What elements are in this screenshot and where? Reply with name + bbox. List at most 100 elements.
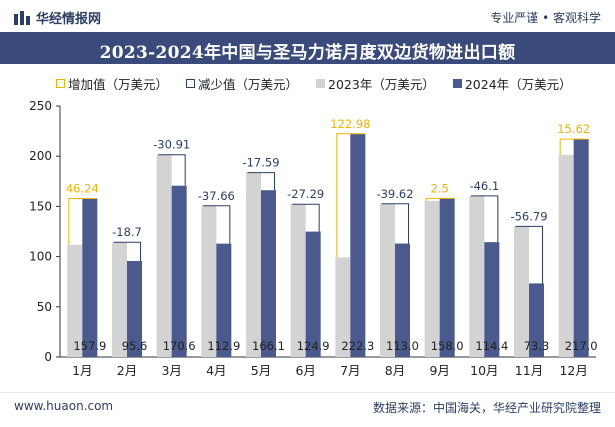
x-tick-label: 9月 xyxy=(429,363,449,378)
decrease-bracket xyxy=(515,225,543,284)
bar-2024 xyxy=(171,185,187,357)
bar-2023 xyxy=(558,154,574,357)
bar-2024 xyxy=(261,190,276,357)
y-tick-label: 50 xyxy=(37,300,52,314)
value-label-2024: 217.0 xyxy=(565,339,598,353)
change-label: -56.79 xyxy=(510,209,547,223)
chart-title: 2023-2024年中国与圣马力诺月度双边货物进出口额 xyxy=(99,43,516,63)
bar-2023 xyxy=(290,204,306,357)
y-tick-label: 250 xyxy=(29,99,52,113)
value-label-2024: 157.9 xyxy=(73,339,106,353)
footer-divider xyxy=(0,392,615,393)
legend-increase-label: 增加值（万美元） xyxy=(68,77,169,92)
legend-2024: 2024年（万美元） xyxy=(452,74,572,93)
bar-2024 xyxy=(350,133,366,357)
x-tick-label: 7月 xyxy=(340,363,360,378)
decrease-bracket xyxy=(247,172,275,191)
change-label: 122.98 xyxy=(330,117,370,131)
value-label-2024: 95.6 xyxy=(122,339,148,353)
decrease-bracket xyxy=(381,203,409,244)
change-label: -18.7 xyxy=(112,225,142,239)
bar-2024 xyxy=(127,261,142,357)
x-tick-label: 4月 xyxy=(206,363,226,378)
bar-2023 xyxy=(246,172,261,357)
y-tick-label: 200 xyxy=(29,149,52,163)
bar-2023 xyxy=(201,205,217,357)
value-label-2024: 73.3 xyxy=(524,339,550,353)
decrease-bracket xyxy=(292,203,320,232)
value-label-2024: 158.0 xyxy=(431,339,464,353)
y-tick-label: 100 xyxy=(29,250,52,264)
legend-increase: 增加值（万美元） xyxy=(56,74,168,93)
change-label: 2.5 xyxy=(431,181,449,195)
x-tick-label: 10月 xyxy=(470,363,498,378)
bar-2024 xyxy=(305,231,321,357)
decrease-bracket xyxy=(158,154,186,186)
legend-decrease: 减少值（万美元） xyxy=(186,74,298,93)
legend-decrease-swatch xyxy=(186,79,196,88)
x-tick-label: 11月 xyxy=(515,363,543,378)
footer-source: 数据来源：中国海关，华经产业研究院整理 xyxy=(372,401,601,415)
bar-2024 xyxy=(216,243,232,357)
tagline: 专业严谨 • 客观科学 xyxy=(490,11,601,25)
top-bar: 华经情报网 专业严谨 • 客观科学 xyxy=(0,0,615,32)
x-tick-label: 6月 xyxy=(295,363,315,378)
change-label: -46.1 xyxy=(469,179,499,193)
legend: 增加值（万美元） 减少值（万美元） 2023年（万美元） 2024年（万美元） xyxy=(56,74,572,93)
legend-2024-swatch xyxy=(452,79,462,88)
increase-bracket xyxy=(336,133,364,258)
brand: 华经情报网 xyxy=(14,8,101,27)
brand-logo-icon xyxy=(14,10,30,25)
decrease-bracket xyxy=(202,205,231,244)
y-tick-label: 150 xyxy=(29,199,52,213)
title-band xyxy=(0,32,615,64)
bar-2023 xyxy=(335,257,351,357)
value-label-2024: 112.9 xyxy=(207,339,240,353)
change-label: -30.91 xyxy=(153,138,190,152)
legend-2023-swatch xyxy=(316,79,326,88)
change-label: -27.29 xyxy=(287,187,324,201)
x-tick-label: 12月 xyxy=(559,363,587,378)
bar-2024 xyxy=(573,139,589,357)
increase-bracket xyxy=(559,138,588,155)
bar-2023 xyxy=(156,154,172,357)
footer-url: www.huaon.com xyxy=(14,399,114,413)
bar-2023 xyxy=(514,226,529,357)
bar-2024 xyxy=(439,198,455,357)
decrease-bracket xyxy=(470,195,499,243)
value-label-2024: 170.6 xyxy=(163,339,196,353)
x-tick-label: 2月 xyxy=(117,363,137,378)
bar-2024 xyxy=(484,242,500,357)
increase-bracket xyxy=(68,197,96,245)
bar-2023 xyxy=(380,203,395,357)
legend-2024-label: 2024年（万美元） xyxy=(464,77,572,92)
y-tick-label: 0 xyxy=(44,350,52,364)
x-tick-label: 1月 xyxy=(72,363,92,378)
bar-2024 xyxy=(82,198,98,357)
legend-decrease-label: 减少值（万美元） xyxy=(198,77,299,92)
bar-2023 xyxy=(112,242,127,357)
legend-2023: 2023年（万美元） xyxy=(316,74,435,93)
x-tick-label: 5月 xyxy=(251,363,271,378)
bar-2023 xyxy=(424,200,440,357)
bar-2024 xyxy=(529,283,544,357)
value-label-2024: 222.3 xyxy=(341,339,374,353)
brand-name: 华经情报网 xyxy=(36,12,102,27)
change-label: -37.66 xyxy=(198,189,235,203)
legend-increase-swatch xyxy=(56,79,65,88)
change-label: -39.62 xyxy=(376,187,413,201)
change-label: -17.59 xyxy=(242,156,279,170)
legend-2023-label: 2023年（万美元） xyxy=(328,77,435,92)
decrease-bracket xyxy=(113,241,141,262)
bar-2024 xyxy=(395,243,410,357)
bar-2023 xyxy=(67,244,83,357)
bar-2023 xyxy=(469,195,485,357)
value-label-2024: 166.1 xyxy=(252,339,285,353)
value-label-2024: 124.9 xyxy=(297,339,330,353)
value-label-2024: 113.0 xyxy=(386,339,419,353)
increase-bracket xyxy=(425,197,454,201)
change-label: 15.62 xyxy=(557,122,590,136)
x-tick-label: 8月 xyxy=(385,363,405,378)
value-label-2024: 114.4 xyxy=(475,339,508,353)
